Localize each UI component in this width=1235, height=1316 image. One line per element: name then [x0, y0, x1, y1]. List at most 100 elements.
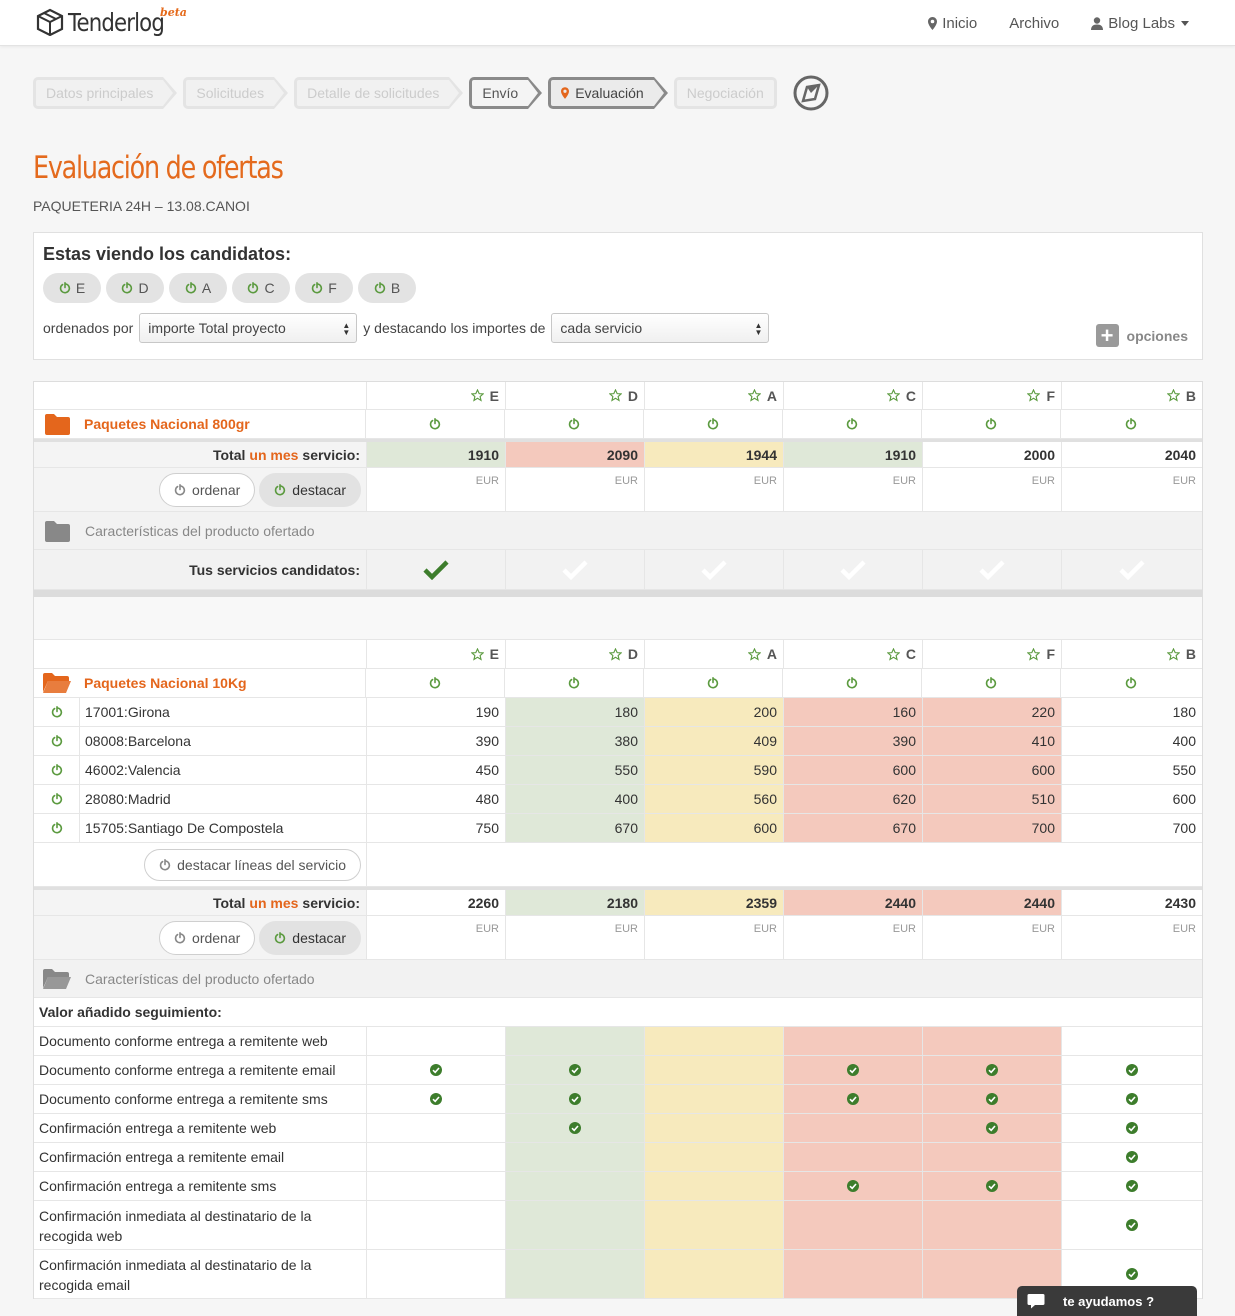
options-button[interactable]: + opciones: [1095, 324, 1188, 347]
step-evaluacion[interactable]: Evaluación: [548, 77, 668, 109]
candidate-check-b[interactable]: [1062, 550, 1202, 589]
line-value: 409: [645, 727, 784, 755]
candidate-check-d[interactable]: [506, 550, 645, 589]
line-toggle-cell[interactable]: [34, 814, 80, 842]
candidate-pill-f[interactable]: F: [295, 273, 353, 303]
order-button[interactable]: ordenar: [159, 472, 256, 507]
column-toggle-a[interactable]: [644, 410, 783, 438]
candidate-pill-e[interactable]: E: [43, 273, 101, 303]
power-icon: [51, 735, 62, 747]
candidate-pill-a[interactable]: A: [169, 273, 227, 303]
line-toggle-cell[interactable]: [34, 785, 80, 813]
check-icon[interactable]: [840, 559, 866, 580]
step-datos-principales[interactable]: Datos principales: [33, 77, 178, 109]
check-icon[interactable]: [423, 559, 449, 580]
top-navbar: Tenderlog beta Inicio Archivo Blog Labs: [0, 0, 1235, 46]
column-toggle-f[interactable]: [922, 410, 1061, 438]
feature-check-cell: [367, 1201, 506, 1249]
feature-check-cell: [1062, 1143, 1202, 1171]
candidate-pill-c[interactable]: C: [232, 273, 290, 303]
step-negociacion[interactable]: Negociación: [673, 77, 777, 109]
star-icon[interactable]: [608, 389, 622, 402]
line-toggle-cell[interactable]: [34, 698, 80, 726]
star-icon[interactable]: [1166, 389, 1180, 402]
star-icon[interactable]: [886, 389, 900, 402]
check-circle-icon: [569, 1064, 581, 1076]
brand[interactable]: Tenderlog beta: [36, 6, 187, 38]
candidate-check-f[interactable]: [923, 550, 1062, 589]
column-label: E: [489, 646, 499, 662]
star-icon[interactable]: [1027, 647, 1041, 661]
candidate-check-c[interactable]: [784, 550, 923, 589]
characteristics-label[interactable]: Características del producto ofertado: [85, 970, 315, 987]
highlight-button[interactable]: destacar: [259, 920, 361, 955]
star-icon[interactable]: [747, 389, 761, 402]
nav-link-inicio[interactable]: Inicio: [928, 15, 977, 32]
step-detalle-solicitudes[interactable]: Detalle de solicitudes: [294, 77, 464, 109]
line-toggle-cell[interactable]: [34, 727, 80, 755]
star-icon[interactable]: [886, 647, 900, 661]
column-toggle-a[interactable]: [644, 669, 783, 697]
candidates-row: Tus servicios candidatos:: [34, 550, 1202, 590]
candidate-pill-b[interactable]: B: [358, 273, 416, 303]
check-icon[interactable]: [979, 559, 1005, 580]
star-icon[interactable]: [608, 647, 622, 661]
star-icon[interactable]: [747, 647, 761, 661]
nav-user-label: Blog Labs: [1108, 14, 1175, 32]
total-value: 2180: [506, 890, 645, 915]
column-toggle-c[interactable]: [783, 410, 922, 438]
check-circle-icon: [430, 1064, 442, 1076]
feature-check-cell: [506, 1172, 645, 1200]
check-circle-icon: [1126, 1268, 1138, 1280]
line-value: 510: [923, 785, 1062, 813]
column-toggle-c[interactable]: [783, 669, 922, 697]
candidate-check-e[interactable]: [367, 550, 506, 589]
candidate-check-a[interactable]: [645, 550, 784, 589]
highlight-button[interactable]: destacar: [259, 472, 361, 507]
column-toggle-b[interactable]: [1061, 669, 1201, 697]
feature-label: Documento conforme entrega a remitente w…: [34, 1027, 367, 1055]
highlight-select[interactable]: cada servicio ▲ ▼: [551, 313, 770, 343]
compass-icon[interactable]: [793, 75, 829, 111]
check-icon[interactable]: [1119, 559, 1145, 580]
star-icon[interactable]: [1027, 389, 1041, 402]
column-header-c: C: [784, 382, 923, 409]
star-icon[interactable]: [1166, 647, 1180, 661]
help-widget[interactable]: te ayudamos ?: [1017, 1286, 1197, 1316]
power-icon: [51, 706, 62, 718]
star-icon[interactable]: [470, 647, 484, 661]
sort-select[interactable]: importe Total proyecto ▲ ▼: [139, 313, 358, 343]
power-icon: [374, 282, 385, 294]
feature-row: Confirmación entrega a remitente sms: [34, 1172, 1202, 1201]
section-header-cell: [34, 640, 367, 668]
nav-user-menu[interactable]: Blog Labs: [1091, 15, 1189, 32]
column-toggle-f[interactable]: [922, 669, 1061, 697]
line-value: 390: [784, 727, 923, 755]
column-toggle-d[interactable]: [505, 410, 644, 438]
power-icon: [275, 931, 286, 943]
check-icon[interactable]: [701, 559, 727, 580]
column-toggle-d[interactable]: [505, 669, 644, 697]
feature-label: Documento conforme entrega a remitente s…: [34, 1085, 367, 1113]
highlight-lines-button[interactable]: destacar líneas del servicio: [144, 848, 361, 881]
line-value: 750: [367, 814, 506, 842]
nav-link-archivo[interactable]: Archivo: [1009, 15, 1059, 32]
power-icon: [174, 483, 186, 495]
highlight-lines-label: destacar líneas del servicio: [177, 856, 346, 873]
column-toggle-e[interactable]: [366, 669, 505, 697]
line-toggle-cell[interactable]: [34, 756, 80, 784]
total-value: 2440: [923, 890, 1062, 915]
check-icon[interactable]: [562, 559, 588, 580]
sort-select-value: importe Total proyecto: [148, 320, 286, 336]
feature-check-cell: [784, 1143, 923, 1171]
step-solicitudes[interactable]: Solicitudes: [183, 77, 288, 109]
order-button[interactable]: ordenar: [159, 920, 256, 955]
power-icon: [846, 677, 858, 689]
star-icon[interactable]: [470, 389, 484, 402]
column-toggle-b[interactable]: [1061, 410, 1201, 438]
column-toggle-e[interactable]: [366, 410, 505, 438]
total-prefix: Total: [212, 894, 246, 911]
characteristics-label[interactable]: Características del producto ofertado: [85, 522, 315, 539]
step-envio[interactable]: Envío: [469, 77, 542, 109]
candidate-pill-d[interactable]: D: [106, 273, 164, 303]
